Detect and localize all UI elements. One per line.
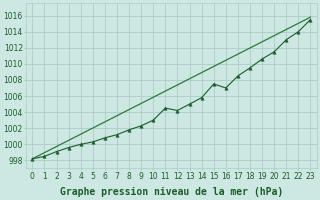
X-axis label: Graphe pression niveau de la mer (hPa): Graphe pression niveau de la mer (hPa) (60, 186, 283, 197)
